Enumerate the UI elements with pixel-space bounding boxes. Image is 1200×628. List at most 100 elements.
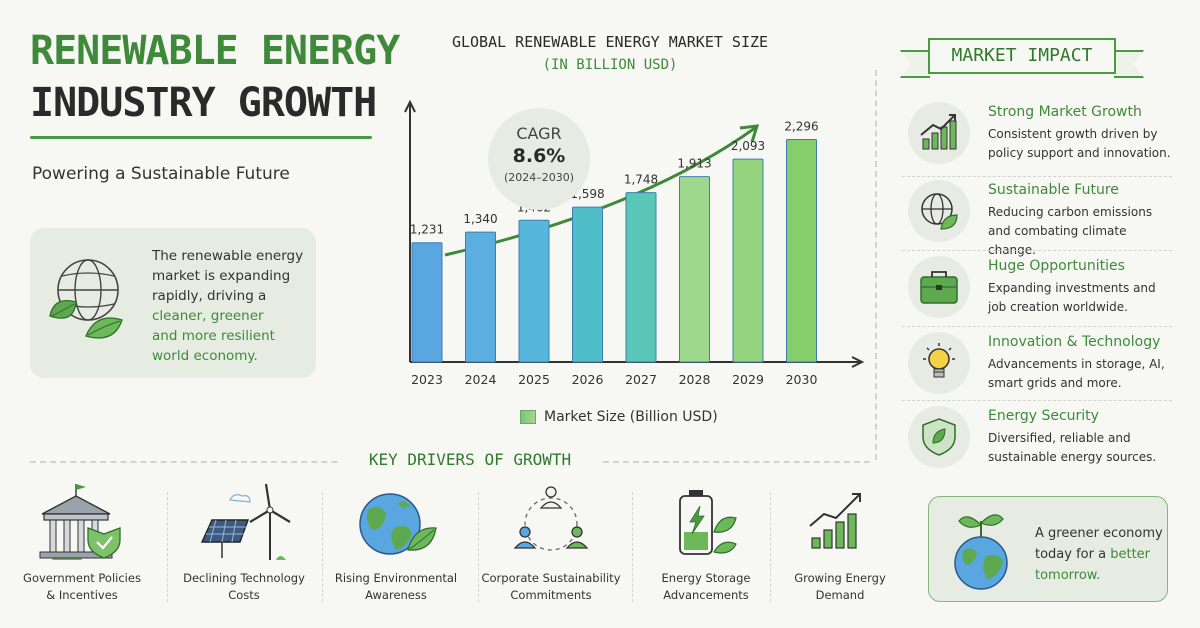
- bar-2027: [625, 192, 657, 363]
- y-axis-arrow: [404, 99, 416, 113]
- x-axis-arrow: [851, 356, 865, 368]
- globe-leaf-icon: [908, 180, 970, 242]
- globe-leaves-icon: [49, 259, 123, 339]
- driver-label: Corporate Sustainability Commitments: [477, 570, 625, 604]
- impact-item-innovation: Innovation & Technology Advancements in …: [902, 330, 1172, 404]
- tick-label-2026: 2026: [572, 372, 604, 387]
- impact-item-market-growth: Strong Market Growth Consistent growth d…: [902, 100, 1172, 174]
- impact-divider: [902, 400, 1172, 401]
- title-underline: [30, 136, 372, 139]
- greener-economy-card: A greener economy today for a better tom…: [928, 496, 1168, 602]
- chart-subtitle: (IN BILLION USD): [542, 57, 678, 73]
- driver-label: Rising Environmental Awareness: [322, 570, 470, 604]
- driver-label-line1: Rising Environmental: [334, 571, 458, 585]
- legend-label: Market Size (Billion USD): [544, 409, 718, 425]
- driver-energy-storage: Energy Storage Advancements: [632, 478, 780, 618]
- bar-2023: [411, 242, 443, 363]
- drivers-title: KEY DRIVERS OF GROWTH: [340, 450, 600, 469]
- driver-label-line2: Awareness: [365, 588, 427, 602]
- greener-economy-text: A greener economy today for a better tom…: [1035, 523, 1165, 586]
- driver-divider: [167, 492, 168, 602]
- driver-label-line2: Demand: [815, 588, 865, 602]
- greener-economy-green: better tomorrow.: [1035, 547, 1151, 583]
- data-label-2024: 1,340: [463, 212, 497, 226]
- impact-desc-text: Expanding investments and job creation w…: [988, 281, 1156, 314]
- trend-arrow-head: [739, 124, 760, 143]
- cagr-value: 8.6%: [512, 145, 566, 167]
- impact-divider: [902, 326, 1172, 327]
- impact-title-text: Strong Market Growth: [988, 104, 1142, 120]
- impact-desc-text: Reducing carbon emissions and combating …: [988, 205, 1153, 257]
- driver-label-line1: Growing Energy: [794, 571, 886, 585]
- impact-item-sustainable-future: Sustainable Future Reducing carbon emiss…: [902, 178, 1172, 257]
- earth-sprout-icon: [954, 514, 1008, 590]
- driver-energy-demand: Growing Energy Demand: [766, 478, 914, 618]
- market-size-chart: 1,23120231,34020241,46220251,59820261,74…: [404, 99, 865, 387]
- bar-chart-arrow-icon: [908, 102, 970, 164]
- driver-divider: [770, 492, 771, 602]
- data-label-2028: 1,913: [677, 157, 711, 171]
- driver-label-line2: Advancements: [663, 588, 749, 602]
- impact-title-text: Innovation & Technology: [988, 334, 1161, 350]
- impact-desc-text: Advancements in storage, AI, smart grids…: [988, 357, 1165, 390]
- cagr-badge: CAGR 8.6% (2024–2030): [488, 108, 590, 210]
- driver-label-line1: Energy Storage: [661, 571, 751, 585]
- driver-environmental-awareness: Rising Environmental Awareness: [322, 478, 470, 618]
- bar-2028: [679, 176, 710, 363]
- bar-2024: [465, 231, 496, 363]
- driver-government-policies: Government Policies & Incentives: [8, 478, 156, 618]
- driver-label: Declining Technology Costs: [170, 570, 318, 604]
- driver-label-line2: Costs: [228, 588, 260, 602]
- people-network-icon: [513, 486, 589, 551]
- bar-2029: [732, 158, 764, 363]
- legend-swatch: [520, 410, 536, 424]
- tick-label-2029: 2029: [732, 372, 764, 387]
- ribbon-right: [1114, 50, 1144, 78]
- tick-label-2025: 2025: [518, 372, 550, 387]
- tick-label-2024: 2024: [465, 372, 497, 387]
- intro-text: The renewable energy market is expanding…: [152, 246, 312, 366]
- impact-item-energy-security: Energy Security Diversified, reliable an…: [902, 404, 1172, 478]
- cagr-range: (2024–2030): [503, 171, 575, 184]
- bar-2026: [572, 206, 603, 363]
- vertical-divider: [875, 70, 877, 460]
- driver-divider: [632, 492, 633, 602]
- data-label-2027: 1,748: [624, 173, 658, 187]
- chart-legend: Market Size (Billion USD): [520, 409, 718, 425]
- impact-title-text: Huge Opportunities: [988, 258, 1125, 274]
- cagr-label: CAGR: [516, 124, 562, 143]
- tick-label-2027: 2027: [625, 372, 657, 387]
- growth-chart-icon: [809, 493, 861, 549]
- driver-divider: [322, 492, 323, 602]
- driver-label-line1: Government Policies: [23, 571, 141, 585]
- impact-item-opportunities: Huge Opportunities Expanding investments…: [902, 254, 1172, 328]
- intro-text-green2: and more resilient: [152, 328, 275, 344]
- lightbulb-icon: [908, 332, 970, 394]
- impact-title-text: Sustainable Future: [988, 182, 1119, 198]
- impact-divider: [902, 250, 1172, 251]
- shield-leaf-icon: [908, 406, 970, 468]
- data-label-2030: 2,296: [784, 119, 818, 133]
- driver-label-line2: & Incentives: [46, 588, 118, 602]
- intro-text-green1: cleaner, greener: [152, 308, 264, 324]
- driver-label: Growing Energy Demand: [766, 570, 914, 604]
- greener-economy-plain: A greener economy today for a: [1035, 526, 1163, 562]
- page-title-line2: INDUSTRY GROWTH: [30, 80, 377, 126]
- tick-label-2030: 2030: [786, 372, 818, 387]
- impact-title-text: Energy Security: [988, 408, 1099, 424]
- impact-title: MARKET IMPACT: [928, 38, 1116, 74]
- page-title-line1: RENEWABLE ENERGY: [30, 28, 400, 74]
- driver-label: Energy Storage Advancements: [632, 570, 780, 604]
- ribbon-left: [900, 50, 930, 78]
- chart-title: GLOBAL RENEWABLE ENERGY MARKET SIZE: [451, 33, 769, 51]
- tick-label-2028: 2028: [679, 372, 711, 387]
- earth-leaf-icon: [359, 493, 437, 555]
- intro-text-green3: world economy.: [152, 348, 258, 364]
- data-label-2029: 2,093: [731, 139, 765, 153]
- driver-label-line1: Corporate Sustainability: [481, 571, 621, 585]
- intro-card: The renewable energy market is expanding…: [30, 228, 316, 378]
- solar-wind-icon: [200, 483, 291, 560]
- impact-divider: [902, 176, 1172, 177]
- driver-divider: [478, 492, 479, 602]
- government-building-icon: [39, 484, 121, 560]
